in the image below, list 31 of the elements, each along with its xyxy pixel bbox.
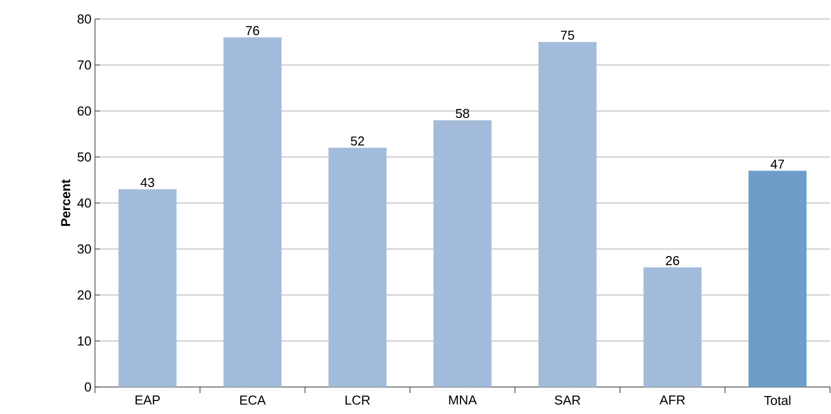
bar [538,42,597,387]
y-tick-label: 70 [78,60,91,70]
x-tick-label: LCR [346,396,370,405]
bar [748,170,807,387]
y-tick-label: 30 [78,244,91,254]
x-tick-label: SAR [554,396,580,405]
data-label: 26 [666,256,680,266]
x-tick-label: EAP [136,396,160,404]
bar [118,189,177,387]
x-tick-label: MNA [449,396,477,404]
y-tick-label: 40 [77,198,91,208]
bar [434,120,492,387]
data-label: 43 [140,178,154,187]
data-label: 75 [560,30,574,40]
data-label: 76 [246,26,260,36]
y-axis-title: Percent [61,179,70,226]
data-label: 58 [456,108,470,118]
bar [224,37,282,387]
x-tick-label: ECA [240,396,266,405]
y-tick-label: 20 [78,290,91,300]
data-label: 52 [350,136,364,146]
y-tick-label: 50 [78,152,91,162]
y-tick-label: 80 [78,14,91,24]
data-label: 47 [770,160,784,169]
y-tick-label: 60 [78,106,91,116]
x-tick-label: AFR [660,396,685,404]
y-tick-label: 10 [78,336,91,346]
y-tick-label: 0 [84,382,91,392]
x-tick-label: Total [764,396,790,406]
bar [644,267,702,387]
bar [328,148,387,387]
